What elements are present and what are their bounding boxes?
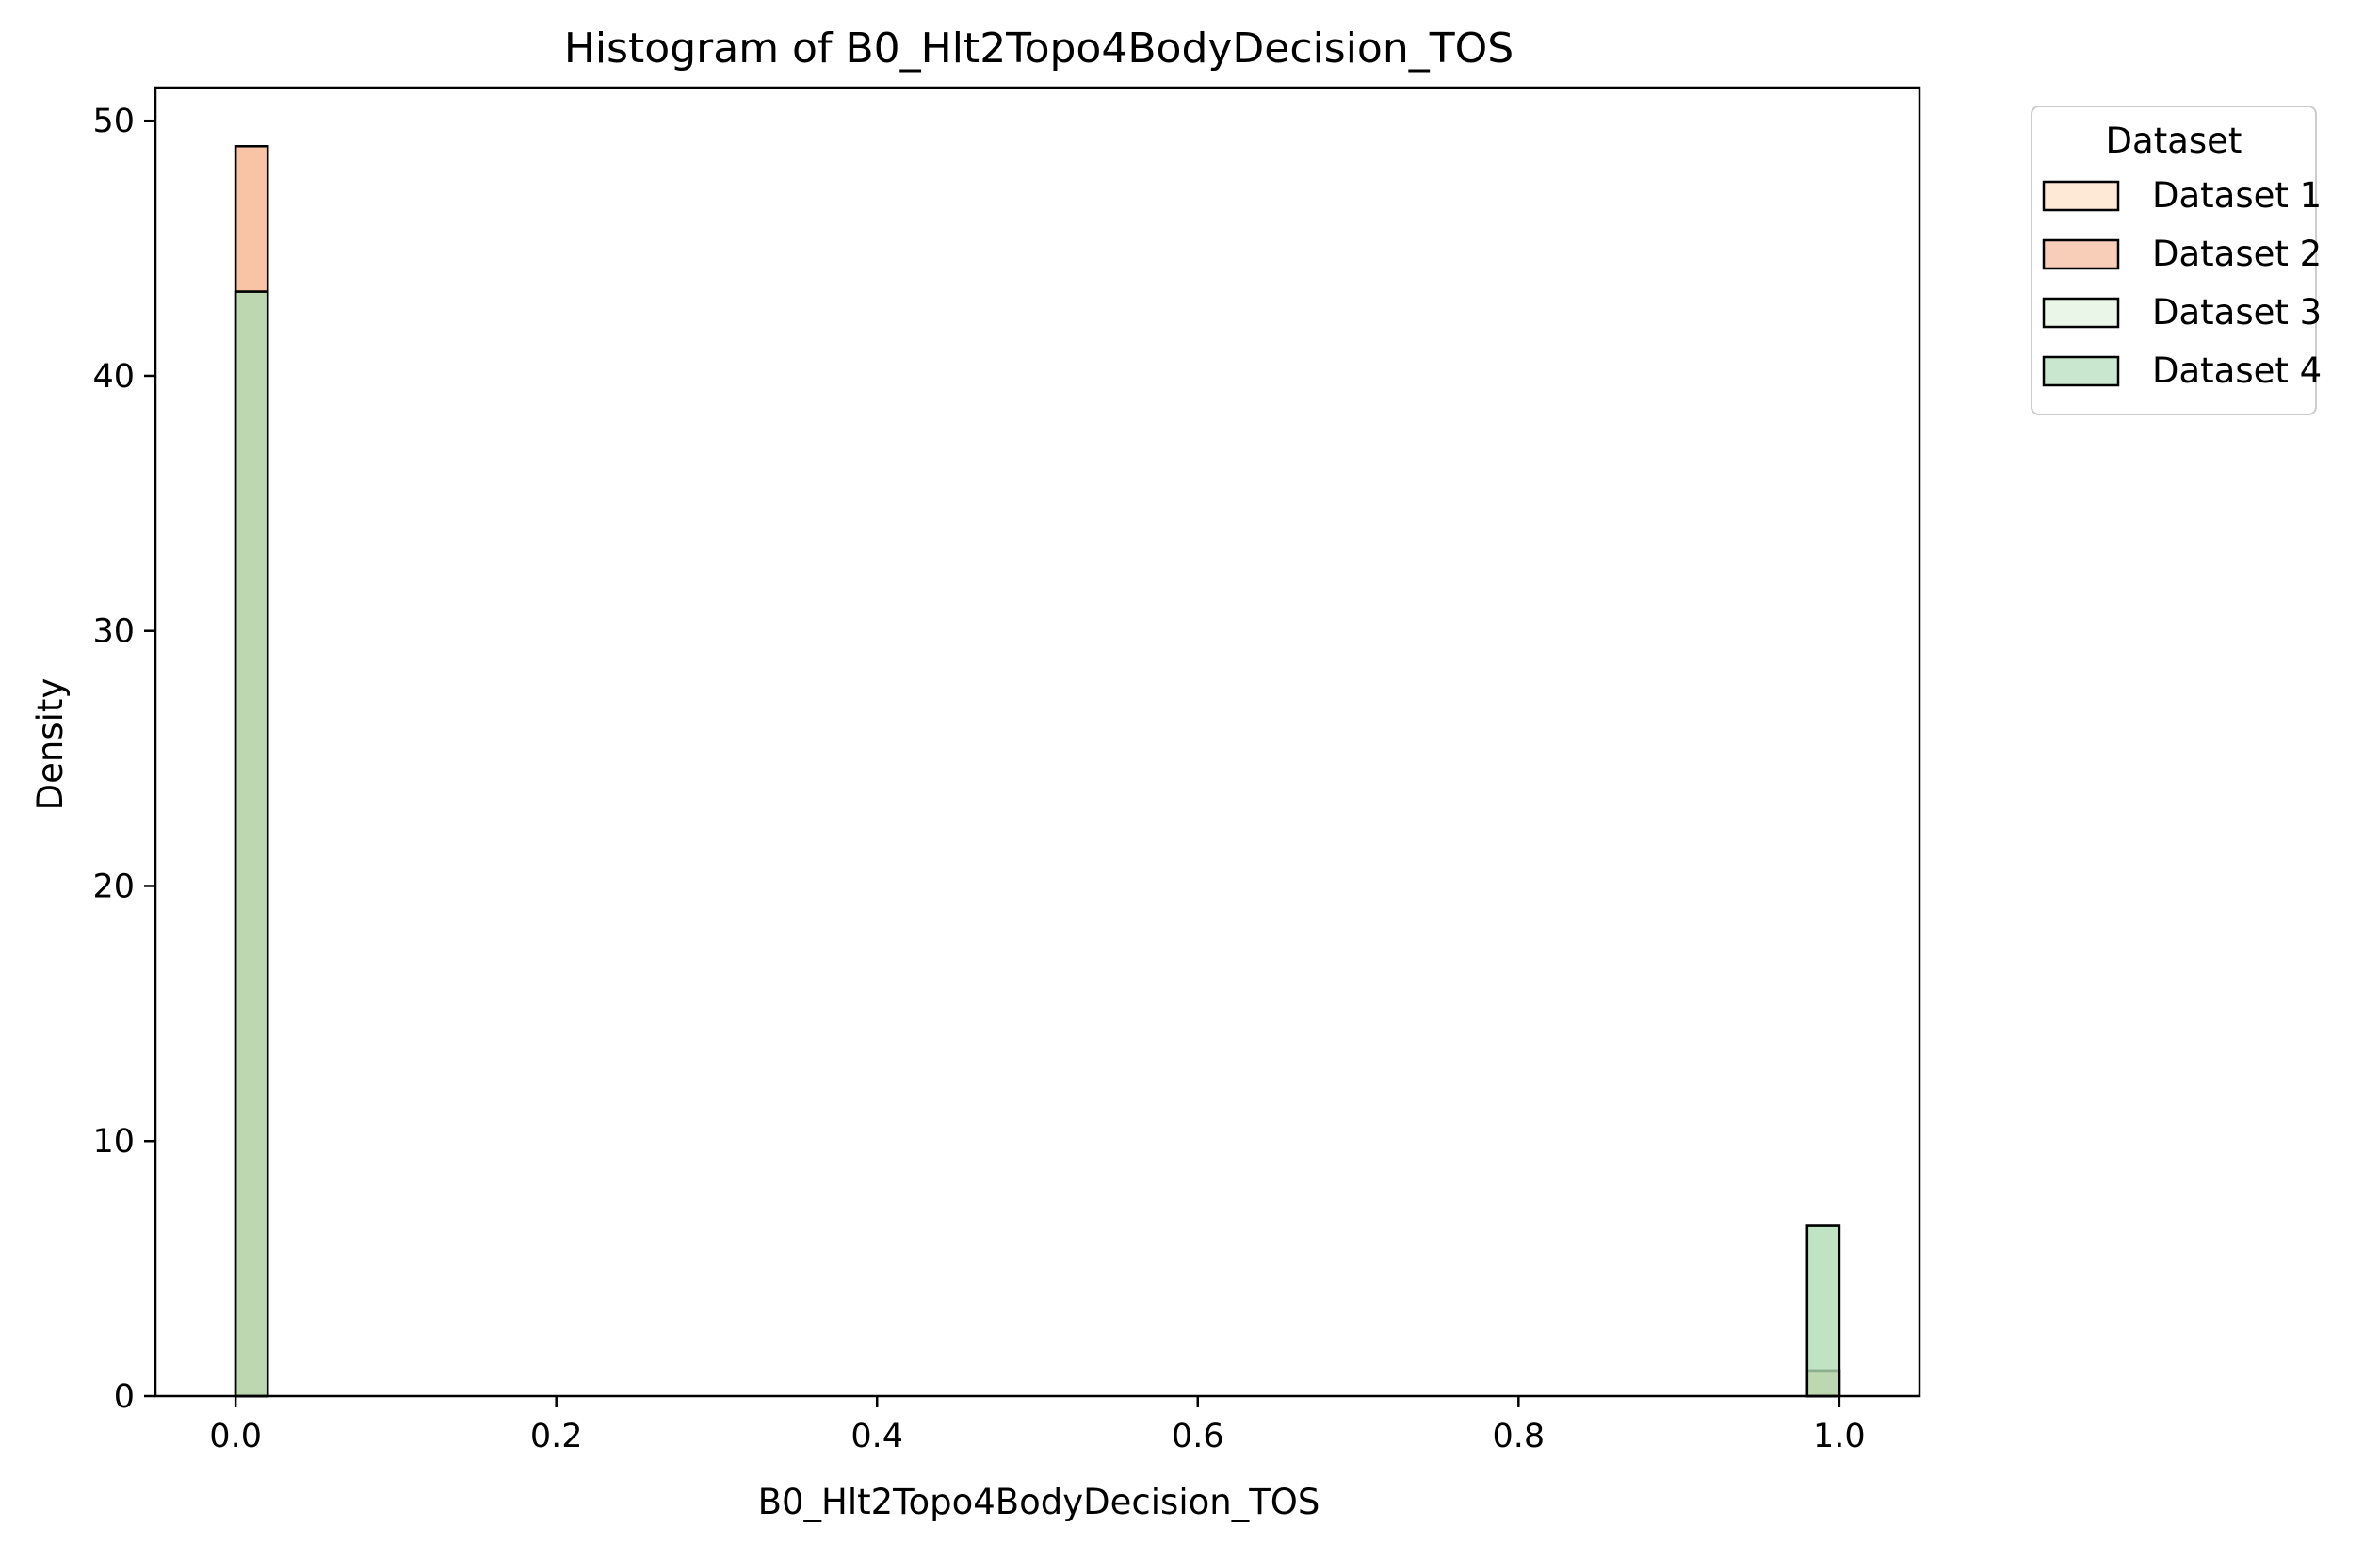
legend-swatch (2042, 297, 2120, 329)
x-axis-ticks: 0.0 0.2 0.4 0.6 0.8 1.0 (209, 1396, 1866, 1455)
x-tick-label: 0.0 (209, 1418, 262, 1455)
y-tick-label: 10 (92, 1123, 135, 1161)
legend-title: Dataset (2106, 121, 2242, 161)
y-tick-label: 0 (114, 1378, 135, 1416)
x-tick-label: 0.2 (530, 1418, 583, 1455)
x-tick-label: 0.4 (850, 1418, 903, 1455)
bar-series-4-bin-2 (1805, 1224, 1841, 1398)
plot-frame (154, 86, 1921, 1398)
legend-swatch (2042, 355, 2120, 387)
x-axis-label: B0_Hlt2Topo4BodyDecision_TOS (758, 1482, 1320, 1522)
legend: Dataset Dataset 1 Dataset 2 Dataset 3 Datas… (2031, 106, 2322, 415)
legend-swatch (2042, 180, 2120, 212)
y-tick-label: 40 (92, 358, 135, 396)
x-tick-label: 1.0 (1813, 1418, 1866, 1455)
y-tick-label: 50 (92, 103, 135, 140)
bar-series-4-bin-1 (234, 290, 269, 1398)
y-tick-label: 20 (92, 868, 135, 905)
x-tick-label: 0.8 (1492, 1418, 1545, 1455)
bars-layer (234, 145, 1841, 1398)
legend-label: Dataset 1 (2152, 175, 2322, 216)
chart-title: Histogram of B0_Hlt2Topo4BodyDecision_TO… (564, 24, 1514, 73)
legend-label: Dataset 4 (2152, 350, 2322, 391)
legend-label: Dataset 2 (2152, 234, 2322, 274)
y-tick-label: 30 (92, 613, 135, 651)
legend-swatch (2042, 238, 2120, 270)
y-axis-label: Density (30, 678, 71, 811)
legend-label: Dataset 3 (2152, 292, 2322, 333)
y-axis-ticks: 0 10 20 30 40 50 (92, 103, 155, 1416)
x-tick-label: 0.6 (1172, 1418, 1224, 1455)
